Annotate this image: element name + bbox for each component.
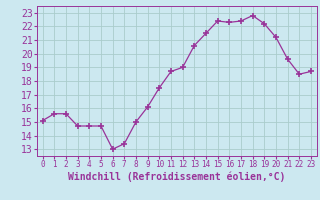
X-axis label: Windchill (Refroidissement éolien,°C): Windchill (Refroidissement éolien,°C) [68, 172, 285, 182]
